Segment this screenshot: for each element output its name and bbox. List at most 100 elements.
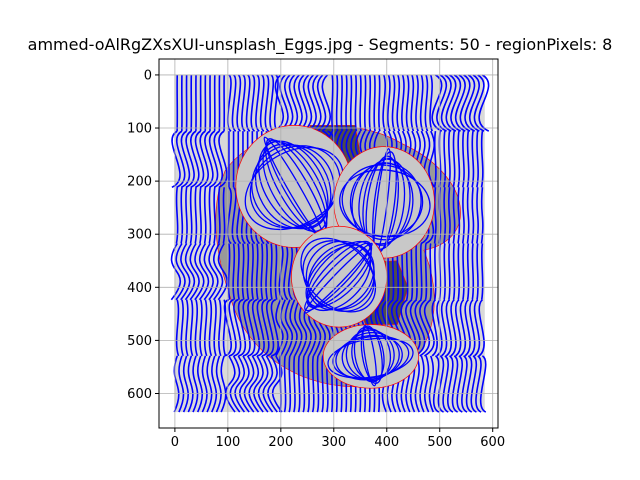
flow-line	[218, 299, 222, 357]
flow-line	[440, 299, 448, 357]
flow-line	[232, 243, 236, 300]
flow-line	[382, 74, 387, 132]
flow-line	[450, 74, 462, 132]
flow-line	[445, 74, 457, 132]
flow-line	[229, 355, 241, 413]
flow-line	[204, 130, 214, 189]
flow-line	[340, 74, 344, 132]
flow-line	[433, 187, 437, 244]
egg-flow-line	[351, 327, 392, 382]
egg-flow-line	[327, 337, 414, 379]
flow-line	[208, 130, 219, 189]
flow-line	[476, 187, 479, 244]
x-tick-label: 300	[321, 435, 346, 450]
flow-line	[247, 298, 256, 357]
flow-line	[469, 299, 476, 357]
x-axis: 0 100 200 300 400 500 600	[171, 428, 505, 450]
flow-line	[251, 243, 254, 300]
egg-region-4	[322, 324, 419, 389]
flow-line	[199, 187, 202, 244]
flow-line	[452, 187, 456, 244]
flow-line	[261, 298, 270, 357]
flow-line	[199, 130, 209, 189]
flow-line	[260, 243, 264, 300]
x-tick-label: 0	[171, 435, 179, 450]
flow-line	[373, 74, 376, 132]
flow-line	[363, 74, 367, 132]
flow-line	[443, 187, 447, 244]
egg-flow-line	[302, 240, 375, 312]
flow-line	[194, 243, 205, 301]
flow-line	[217, 243, 229, 301]
flow-line	[228, 298, 237, 357]
flow-line	[175, 299, 180, 357]
flow-line	[414, 299, 426, 357]
flow-line	[471, 187, 475, 244]
flow-line	[447, 355, 454, 413]
flow-line	[192, 355, 199, 413]
flow-line	[251, 298, 261, 357]
flow-line	[189, 299, 194, 357]
chart-title: ammed-oAlRgZXsXUI-unsplash_Eggs.jpg - Se…	[28, 35, 613, 55]
flow-line	[470, 355, 478, 413]
flow-line	[419, 243, 423, 301]
flow-line	[478, 74, 490, 132]
flow-line	[311, 355, 315, 413]
flow-line	[250, 74, 256, 132]
flow-line	[359, 74, 362, 132]
flow-line	[410, 74, 415, 132]
flow-line	[465, 355, 473, 413]
flow-line	[264, 74, 270, 132]
flow-line	[345, 74, 348, 132]
flow-line	[424, 74, 429, 132]
flow-line	[270, 298, 279, 357]
flow-line	[265, 298, 275, 357]
flow-line	[298, 299, 308, 357]
flow-line	[476, 243, 479, 300]
flow-line	[220, 355, 227, 413]
flow-line	[415, 74, 419, 132]
egg-flow-line	[360, 325, 383, 385]
flow-line	[180, 243, 191, 301]
flow-line	[211, 355, 218, 413]
flow-line	[279, 299, 289, 357]
flow-line	[269, 243, 273, 300]
flow-line	[190, 130, 200, 189]
flow-line	[297, 355, 301, 413]
flow-line	[294, 299, 303, 357]
flow-line	[262, 355, 274, 413]
y-tick-label: 500	[127, 334, 152, 349]
flow-line	[180, 130, 191, 189]
segmentation-image	[170, 74, 490, 413]
flow-line	[208, 187, 212, 244]
egg-flow-line	[254, 143, 332, 230]
flow-line	[454, 74, 466, 132]
flow-line	[457, 130, 461, 188]
flow-line	[437, 355, 445, 413]
segment-flow-lines	[278, 355, 329, 413]
flow-line	[293, 355, 296, 413]
flow-line	[433, 130, 437, 188]
egg-flow-line	[335, 334, 403, 381]
flow-line	[267, 355, 278, 413]
flow-line	[473, 74, 485, 132]
flow-line	[468, 74, 480, 132]
flow-line	[480, 243, 484, 300]
flow-line	[175, 243, 186, 301]
flow-line	[184, 243, 196, 301]
y-tick-label: 200	[127, 175, 152, 190]
y-tick-label: 0	[144, 68, 152, 83]
flow-line	[242, 298, 251, 357]
segment-flow-lines	[173, 355, 227, 413]
flow-line	[185, 187, 188, 244]
flow-line	[429, 74, 433, 132]
flow-line	[194, 187, 198, 244]
flow-line	[443, 243, 447, 300]
flow-line	[243, 355, 255, 413]
flow-line	[194, 130, 205, 189]
flow-line	[445, 299, 452, 357]
flow-line	[212, 243, 224, 301]
x-tick-label: 500	[427, 435, 452, 450]
flow-line	[223, 298, 232, 357]
